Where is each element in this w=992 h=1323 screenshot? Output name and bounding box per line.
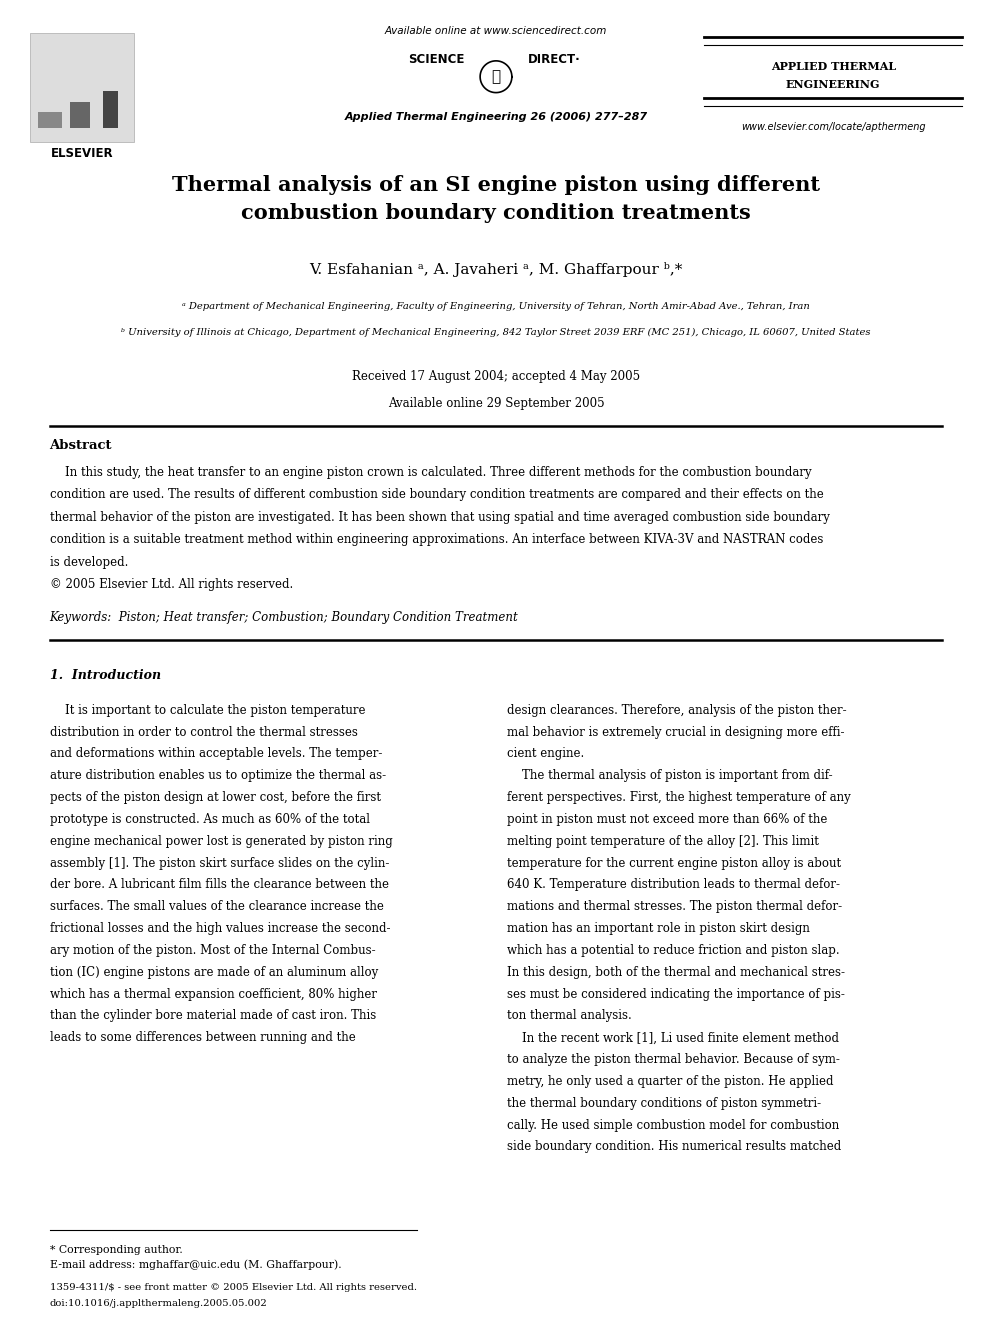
- Text: ton thermal analysis.: ton thermal analysis.: [507, 1009, 632, 1023]
- FancyBboxPatch shape: [30, 33, 134, 142]
- Text: Available online at www.sciencedirect.com: Available online at www.sciencedirect.co…: [385, 26, 607, 37]
- Text: It is important to calculate the piston temperature: It is important to calculate the piston …: [50, 704, 365, 717]
- Text: assembly [1]. The piston skirt surface slides on the cylin-: assembly [1]. The piston skirt surface s…: [50, 857, 389, 869]
- Text: leads to some differences between running and the: leads to some differences between runnin…: [50, 1032, 355, 1044]
- Text: thermal behavior of the piston are investigated. It has been shown that using sp: thermal behavior of the piston are inves…: [50, 511, 829, 524]
- Text: In this design, both of the thermal and mechanical stres-: In this design, both of the thermal and …: [507, 966, 845, 979]
- Text: the thermal boundary conditions of piston symmetri-: the thermal boundary conditions of pisto…: [507, 1097, 821, 1110]
- Text: ature distribution enables us to optimize the thermal as-: ature distribution enables us to optimiz…: [50, 770, 386, 782]
- Text: mation has an important role in piston skirt design: mation has an important role in piston s…: [507, 922, 809, 935]
- Text: In the recent work [1], Li used finite element method: In the recent work [1], Li used finite e…: [507, 1032, 839, 1044]
- Text: melting point temperature of the alloy [2]. This limit: melting point temperature of the alloy […: [507, 835, 818, 848]
- Text: SCIENCE: SCIENCE: [408, 53, 464, 66]
- Text: V. Esfahanian ᵃ, A. Javaheri ᵃ, M. Ghaffarpour ᵇ,*: V. Esfahanian ᵃ, A. Javaheri ᵃ, M. Ghaff…: [310, 262, 682, 277]
- Text: distribution in order to control the thermal stresses: distribution in order to control the the…: [50, 725, 357, 738]
- Text: pects of the piston design at lower cost, before the first: pects of the piston design at lower cost…: [50, 791, 381, 804]
- Text: cient engine.: cient engine.: [507, 747, 584, 761]
- FancyBboxPatch shape: [103, 91, 118, 128]
- Text: 1359-4311/$ - see front matter © 2005 Elsevier Ltd. All rights reserved.: 1359-4311/$ - see front matter © 2005 El…: [50, 1283, 417, 1293]
- FancyBboxPatch shape: [70, 102, 90, 128]
- Text: In this study, the heat transfer to an engine piston crown is calculated. Three : In this study, the heat transfer to an e…: [50, 466, 811, 479]
- Text: and deformations within acceptable levels. The temper-: and deformations within acceptable level…: [50, 747, 382, 761]
- Text: frictional losses and the high values increase the second-: frictional losses and the high values in…: [50, 922, 390, 935]
- Text: The thermal analysis of piston is important from dif-: The thermal analysis of piston is import…: [507, 770, 832, 782]
- Text: surfaces. The small values of the clearance increase the: surfaces. The small values of the cleara…: [50, 901, 384, 913]
- Text: ELSEVIER: ELSEVIER: [51, 147, 114, 160]
- Text: temperature for the current engine piston alloy is about: temperature for the current engine pisto…: [507, 857, 841, 869]
- Text: ary motion of the piston. Most of the Internal Combus-: ary motion of the piston. Most of the In…: [50, 945, 375, 957]
- Text: ferent perspectives. First, the highest temperature of any: ferent perspectives. First, the highest …: [507, 791, 851, 804]
- Text: ses must be considered indicating the importance of pis-: ses must be considered indicating the im…: [507, 987, 845, 1000]
- Text: www.elsevier.com/locate/apthermeng: www.elsevier.com/locate/apthermeng: [741, 122, 926, 132]
- Text: DIRECT·: DIRECT·: [528, 53, 580, 66]
- Text: condition are used. The results of different combustion side boundary condition : condition are used. The results of diffe…: [50, 488, 823, 501]
- Text: Thermal analysis of an SI engine piston using different
combustion boundary cond: Thermal analysis of an SI engine piston …: [172, 175, 820, 222]
- Text: engine mechanical power lost is generated by piston ring: engine mechanical power lost is generate…: [50, 835, 393, 848]
- Text: mations and thermal stresses. The piston thermal defor-: mations and thermal stresses. The piston…: [507, 901, 842, 913]
- Text: which has a potential to reduce friction and piston slap.: which has a potential to reduce friction…: [507, 945, 839, 957]
- Text: Received 17 August 2004; accepted 4 May 2005: Received 17 August 2004; accepted 4 May …: [352, 370, 640, 384]
- Text: Available online 29 September 2005: Available online 29 September 2005: [388, 397, 604, 410]
- Text: prototype is constructed. As much as 60% of the total: prototype is constructed. As much as 60%…: [50, 812, 370, 826]
- Text: is developed.: is developed.: [50, 556, 128, 569]
- Text: * Corresponding author.: * Corresponding author.: [50, 1245, 183, 1256]
- Text: cally. He used simple combustion model for combustion: cally. He used simple combustion model f…: [507, 1119, 839, 1131]
- Text: side boundary condition. His numerical results matched: side boundary condition. His numerical r…: [507, 1140, 841, 1154]
- Text: ᵃ Department of Mechanical Engineering, Faculty of Engineering, University of Te: ᵃ Department of Mechanical Engineering, …: [183, 302, 809, 311]
- Text: design clearances. Therefore, analysis of the piston ther-: design clearances. Therefore, analysis o…: [507, 704, 846, 717]
- Text: ᵇ University of Illinois at Chicago, Department of Mechanical Engineering, 842 T: ᵇ University of Illinois at Chicago, Dep…: [121, 328, 871, 337]
- Text: than the cylinder bore material made of cast iron. This: than the cylinder bore material made of …: [50, 1009, 376, 1023]
- Text: metry, he only used a quarter of the piston. He applied: metry, he only used a quarter of the pis…: [507, 1074, 833, 1088]
- Text: point in piston must not exceed more than 66% of the: point in piston must not exceed more tha…: [507, 812, 827, 826]
- Text: doi:10.1016/j.applthermaleng.2005.05.002: doi:10.1016/j.applthermaleng.2005.05.002: [50, 1299, 268, 1308]
- Text: ENGINEERING: ENGINEERING: [786, 79, 881, 90]
- FancyBboxPatch shape: [38, 112, 62, 128]
- Text: Keywords:  Piston; Heat transfer; Combustion; Boundary Condition Treatment: Keywords: Piston; Heat transfer; Combust…: [50, 611, 519, 624]
- Text: E-mail address: mghaffar@uic.edu (M. Ghaffarpour).: E-mail address: mghaffar@uic.edu (M. Gha…: [50, 1259, 341, 1270]
- Text: condition is a suitable treatment method within engineering approximations. An i: condition is a suitable treatment method…: [50, 533, 823, 546]
- Text: 640 K. Temperature distribution leads to thermal defor-: 640 K. Temperature distribution leads to…: [507, 878, 840, 892]
- Text: Applied Thermal Engineering 26 (2006) 277–287: Applied Thermal Engineering 26 (2006) 27…: [344, 112, 648, 123]
- Text: to analyze the piston thermal behavior. Because of sym-: to analyze the piston thermal behavior. …: [507, 1053, 840, 1066]
- Text: Abstract: Abstract: [50, 439, 112, 452]
- Text: © 2005 Elsevier Ltd. All rights reserved.: © 2005 Elsevier Ltd. All rights reserved…: [50, 578, 293, 591]
- Text: APPLIED THERMAL: APPLIED THERMAL: [771, 61, 896, 71]
- Text: der bore. A lubricant film fills the clearance between the: der bore. A lubricant film fills the cle…: [50, 878, 389, 892]
- Text: mal behavior is extremely crucial in designing more effi-: mal behavior is extremely crucial in des…: [507, 725, 844, 738]
- Text: ⓓ: ⓓ: [491, 69, 501, 85]
- Text: 1.  Introduction: 1. Introduction: [50, 669, 161, 683]
- Text: tion (IC) engine pistons are made of an aluminum alloy: tion (IC) engine pistons are made of an …: [50, 966, 378, 979]
- Text: which has a thermal expansion coefficient, 80% higher: which has a thermal expansion coefficien…: [50, 987, 377, 1000]
